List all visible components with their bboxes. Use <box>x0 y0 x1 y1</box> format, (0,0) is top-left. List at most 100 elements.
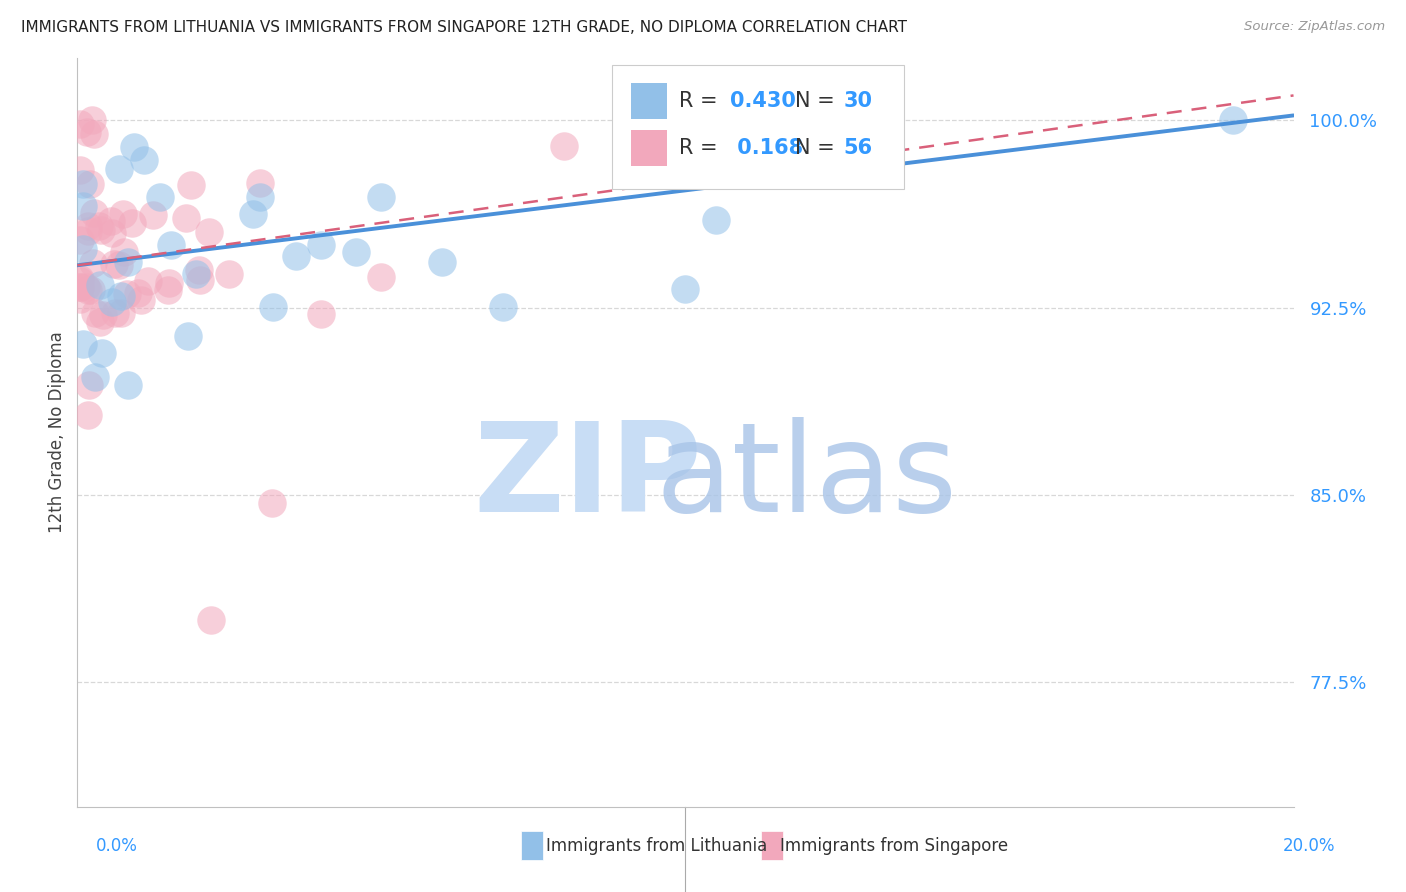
Point <box>1222 113 1244 128</box>
Point <box>260 495 283 509</box>
Point <box>83 206 105 220</box>
Point <box>735 150 758 164</box>
Point <box>76 219 98 233</box>
Point <box>91 308 114 322</box>
Point <box>72 178 94 192</box>
Point <box>72 198 94 212</box>
Point <box>69 280 91 294</box>
Point <box>186 267 208 281</box>
Point <box>285 249 308 263</box>
Point <box>174 211 197 226</box>
Point <box>76 283 98 297</box>
Point <box>90 223 112 237</box>
Point <box>262 301 284 315</box>
Point <box>72 337 94 351</box>
Point <box>136 274 159 288</box>
Text: Source: ZipAtlas.com: Source: ZipAtlas.com <box>1244 20 1385 33</box>
Point <box>129 293 152 307</box>
Point <box>200 613 222 627</box>
Point <box>188 263 211 277</box>
Text: N =: N = <box>794 91 841 111</box>
Point <box>249 176 271 190</box>
Point <box>370 189 392 203</box>
Point <box>249 189 271 203</box>
Point <box>704 213 727 227</box>
Text: 0.0%: 0.0% <box>96 837 138 855</box>
Point <box>100 214 122 228</box>
Point <box>69 117 91 131</box>
Point <box>83 369 105 384</box>
Point <box>72 243 94 257</box>
Point <box>134 153 156 167</box>
Text: N =: N = <box>794 138 841 158</box>
Point <box>160 238 183 252</box>
Point <box>112 244 135 259</box>
Point <box>190 273 212 287</box>
Text: Immigrants from Lithuania: Immigrants from Lithuania <box>546 837 766 855</box>
Point <box>83 127 105 141</box>
Point <box>69 280 91 294</box>
Point <box>675 282 697 296</box>
Point <box>553 139 575 153</box>
Point <box>108 162 131 177</box>
Text: 0.430: 0.430 <box>731 91 796 111</box>
Point <box>218 267 240 281</box>
Point <box>103 257 125 271</box>
Text: Immigrants from Singapore: Immigrants from Singapore <box>780 837 1008 855</box>
Point <box>309 307 332 321</box>
Point <box>197 225 219 239</box>
Point <box>142 208 165 222</box>
FancyBboxPatch shape <box>631 83 668 119</box>
Point <box>111 207 134 221</box>
Point <box>430 254 453 268</box>
Text: atlas: atlas <box>657 417 957 538</box>
Text: 56: 56 <box>844 138 873 158</box>
Point <box>157 283 180 297</box>
Text: IMMIGRANTS FROM LITHUANIA VS IMMIGRANTS FROM SINGAPORE 12TH GRADE, NO DIPLOMA CO: IMMIGRANTS FROM LITHUANIA VS IMMIGRANTS … <box>21 20 907 35</box>
Point <box>69 163 91 178</box>
Text: R =: R = <box>679 91 724 111</box>
Point <box>83 306 105 320</box>
Text: 30: 30 <box>844 91 873 111</box>
Text: 20.0%: 20.0% <box>1284 837 1336 855</box>
Bar <box>761 831 783 860</box>
Point <box>117 254 139 268</box>
Point <box>89 315 111 329</box>
Point <box>492 300 515 314</box>
Point <box>100 226 122 240</box>
Bar <box>520 831 543 860</box>
Point <box>104 306 127 320</box>
Point <box>122 140 145 154</box>
Point <box>79 177 101 191</box>
Point <box>149 190 172 204</box>
Point <box>127 286 149 301</box>
Point <box>117 287 139 301</box>
Point <box>177 328 200 343</box>
Point <box>77 378 100 392</box>
Text: R =: R = <box>679 138 724 158</box>
Point <box>309 238 332 252</box>
Point <box>180 178 202 192</box>
Point <box>675 120 697 134</box>
Point <box>101 294 124 309</box>
Point <box>110 289 132 303</box>
Point <box>77 408 100 422</box>
Point <box>77 224 100 238</box>
Point <box>242 207 264 221</box>
Y-axis label: 12th Grade, No Diploma: 12th Grade, No Diploma <box>48 332 66 533</box>
Text: ZIP: ZIP <box>474 417 703 538</box>
Point <box>82 256 104 270</box>
Point <box>89 277 111 292</box>
Point <box>117 377 139 392</box>
Point <box>69 274 91 288</box>
Point <box>344 245 367 260</box>
Point <box>76 124 98 138</box>
Text: 0.168: 0.168 <box>731 138 804 158</box>
FancyBboxPatch shape <box>613 65 904 189</box>
FancyBboxPatch shape <box>631 130 668 166</box>
Point <box>69 233 91 247</box>
Point <box>370 269 392 284</box>
Point <box>69 272 91 286</box>
Point <box>157 276 180 290</box>
Point <box>75 280 97 294</box>
